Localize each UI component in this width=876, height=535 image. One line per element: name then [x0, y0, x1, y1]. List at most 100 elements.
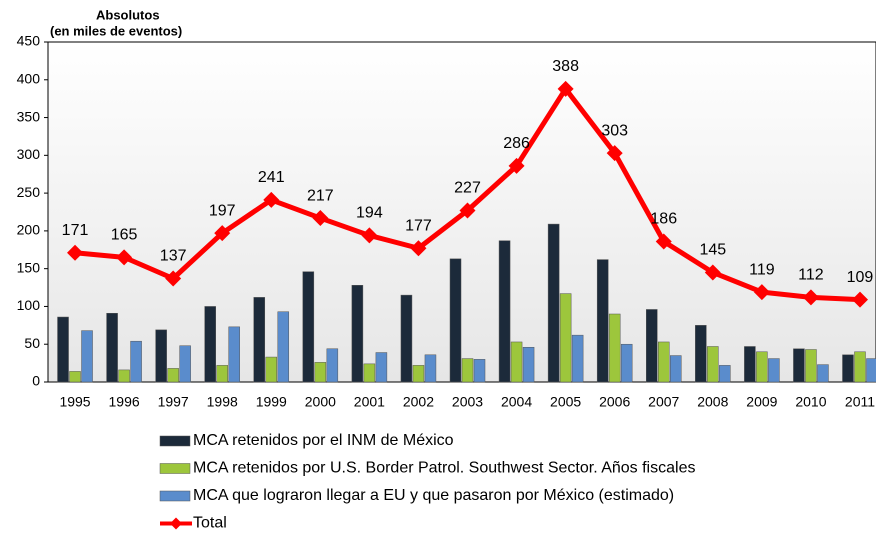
x-tick-label: 2011: [845, 394, 875, 410]
legend-label: Total: [193, 515, 227, 532]
bar: [510, 341, 523, 383]
data-label: 112: [798, 267, 824, 284]
bar: [106, 312, 118, 383]
bar: [620, 343, 633, 383]
bar: [179, 345, 191, 383]
marker: [802, 289, 819, 306]
y-tick-label: 50: [24, 335, 40, 351]
bar: [363, 363, 376, 383]
bar: [866, 358, 876, 383]
marker: [704, 264, 721, 281]
data-label: 241: [258, 169, 285, 186]
y-tick-label: 100: [17, 297, 41, 313]
bar: [204, 306, 216, 383]
x-tick-label: 1995: [59, 394, 90, 410]
data-label: 145: [699, 242, 726, 259]
bar: [253, 297, 266, 383]
marker: [851, 291, 868, 308]
x-tick-label: 2009: [746, 394, 777, 410]
bar: [817, 364, 829, 383]
bar: [118, 369, 130, 383]
marker: [312, 210, 329, 227]
x-tick-label: 2001: [354, 394, 385, 410]
bar: [522, 346, 535, 383]
y-tick-label: 450: [17, 33, 41, 49]
marker: [753, 284, 770, 301]
data-label: 388: [552, 58, 579, 75]
bar: [265, 356, 278, 383]
data-label: 137: [160, 248, 187, 265]
legend-swatch: [159, 490, 191, 502]
marker: [410, 240, 427, 257]
bar: [695, 325, 707, 383]
bar: [842, 354, 854, 383]
y-tick-label: 300: [17, 146, 41, 162]
y-tick-label: 150: [17, 259, 41, 275]
x-tick-label: 1996: [109, 394, 140, 410]
data-label: 227: [454, 180, 481, 197]
bar: [670, 355, 682, 383]
y-tick-label: 200: [17, 222, 41, 238]
data-label: 217: [307, 187, 334, 204]
bar: [547, 223, 560, 383]
bar: [81, 330, 93, 383]
bar: [461, 358, 474, 383]
legend-label: MCA retenidos por U.S. Border Patrol. So…: [193, 460, 695, 477]
bar: [57, 316, 69, 383]
marker: [361, 227, 378, 244]
bar: [498, 240, 511, 383]
y-tick-label: 400: [17, 70, 41, 86]
x-tick-label: 2006: [599, 394, 630, 410]
x-tick-label: 2005: [550, 394, 581, 410]
data-label: 165: [111, 227, 138, 244]
legend-label: MCA retenidos por el INM de México: [193, 432, 454, 449]
marker: [508, 157, 525, 174]
marker: [263, 191, 280, 208]
data-label: 286: [503, 135, 530, 152]
data-label: 109: [847, 269, 874, 286]
x-tick-label: 2007: [648, 394, 679, 410]
bar: [719, 365, 731, 383]
legend-swatch: [159, 435, 191, 447]
bar: [608, 313, 621, 383]
data-label: 177: [405, 217, 432, 234]
marker: [459, 202, 476, 219]
chart-title: Absolutos: [96, 7, 160, 22]
x-tick-label: 2000: [305, 394, 336, 410]
bar: [473, 359, 486, 383]
marker: [214, 225, 231, 242]
bar: [326, 348, 339, 383]
bar: [768, 358, 780, 383]
data-label: 119: [749, 261, 775, 278]
x-tick-label: 2004: [501, 394, 532, 410]
bar: [449, 258, 462, 383]
x-tick-label: 1999: [256, 394, 287, 410]
data-label: 197: [209, 202, 236, 219]
x-tick-label: 2010: [795, 394, 826, 410]
legend-swatch: [170, 517, 182, 530]
y-tick-label: 350: [17, 108, 41, 124]
bar: [155, 329, 167, 383]
data-label: 186: [650, 211, 677, 228]
x-tick-label: 2003: [452, 394, 483, 410]
x-tick-label: 1998: [207, 394, 238, 410]
data-label: 171: [62, 222, 89, 239]
bar: [707, 346, 719, 383]
bar: [854, 351, 866, 383]
bar: [756, 351, 768, 383]
x-tick-label: 1997: [158, 394, 189, 410]
bar: [228, 326, 240, 383]
bar: [167, 368, 179, 383]
legend-swatch: [159, 463, 191, 474]
bar: [314, 362, 327, 383]
bar: [658, 341, 670, 383]
y-tick-label: 0: [32, 373, 40, 389]
bar: [130, 340, 142, 383]
marker: [67, 244, 84, 261]
bar: [646, 309, 658, 383]
marker: [116, 249, 133, 266]
bar: [793, 348, 805, 383]
x-tick-label: 2008: [697, 394, 728, 410]
x-tick-label: 2002: [403, 394, 434, 410]
